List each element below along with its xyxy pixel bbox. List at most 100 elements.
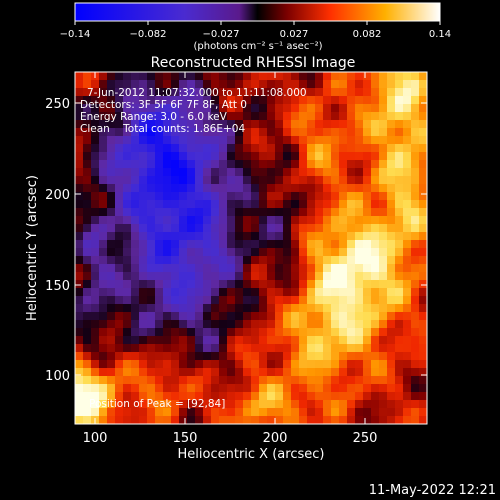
heatmap-cell [131, 144, 140, 153]
heatmap-cell [331, 208, 340, 217]
heatmap-cell [187, 184, 196, 193]
heatmap-cell [403, 136, 412, 145]
heatmap-cell [243, 336, 252, 345]
heatmap-cell [323, 168, 332, 177]
heatmap-cell [411, 128, 420, 137]
heatmap-cell [267, 240, 276, 249]
heatmap-cell [355, 304, 364, 313]
heatmap-cell [371, 352, 380, 361]
heatmap-cell [379, 336, 388, 345]
heatmap-cell [115, 352, 124, 361]
heatmap-cell [251, 416, 260, 424]
heatmap-cell [291, 72, 300, 81]
heatmap-cell [195, 216, 204, 225]
heatmap-cell [275, 408, 284, 417]
heatmap-cell [91, 200, 100, 209]
heatmap-cell [195, 264, 204, 273]
heatmap-cell [403, 96, 412, 105]
heatmap-cell [339, 216, 348, 225]
heatmap-cell [243, 176, 252, 185]
heatmap-cell [187, 304, 196, 313]
heatmap-cell [163, 408, 172, 417]
heatmap-cell [395, 216, 404, 225]
heatmap-cell [163, 328, 172, 337]
heatmap-cell [147, 264, 156, 273]
heatmap-cell [283, 216, 292, 225]
heatmap-cell [179, 360, 188, 369]
heatmap-cell [195, 368, 204, 377]
heatmap-cell [171, 128, 180, 137]
heatmap-cell [211, 264, 220, 273]
heatmap-cell [283, 360, 292, 369]
heatmap-cell [139, 400, 148, 409]
heatmap-cell [99, 264, 108, 273]
heatmap-cell [291, 248, 300, 257]
heatmap-cell [235, 360, 244, 369]
heatmap-cell [139, 312, 148, 321]
heatmap-cell [339, 112, 348, 121]
heatmap-cell [147, 416, 156, 424]
heatmap-cell [171, 240, 180, 249]
heatmap-cell [139, 240, 148, 249]
heatmap-cell [203, 232, 212, 241]
heatmap-cell [307, 392, 316, 401]
heatmap-cell [211, 216, 220, 225]
heatmap-cell [395, 280, 404, 289]
heatmap-cell [339, 408, 348, 417]
heatmap-cell [99, 144, 108, 153]
heatmap-cell [283, 272, 292, 281]
heatmap-cell [275, 304, 284, 313]
heatmap-cell [179, 152, 188, 161]
heatmap-cell [115, 184, 124, 193]
heatmap-cell [331, 112, 340, 121]
heatmap-cell [419, 344, 427, 353]
heatmap-cell [187, 152, 196, 161]
heatmap-cell [211, 72, 220, 81]
heatmap-cell [211, 368, 220, 377]
heatmap-cell [395, 192, 404, 201]
heatmap-cell [275, 184, 284, 193]
heatmap-cell [219, 128, 228, 137]
heatmap-cell [139, 176, 148, 185]
heatmap-cell [211, 400, 220, 409]
colorbar-tick-label: −0.027 [202, 29, 239, 40]
heatmap-cell [299, 288, 308, 297]
heatmap-cell [379, 320, 388, 329]
colorbar-tick-label: −0.14 [60, 29, 91, 40]
heatmap-cell [387, 344, 396, 353]
heatmap-cell [259, 120, 268, 129]
heatmap-cell [403, 384, 412, 393]
heatmap-cell [131, 304, 140, 313]
heatmap-cell [179, 416, 188, 424]
heatmap-cell [147, 328, 156, 337]
heatmap-cell [179, 256, 188, 265]
heatmap-cell [195, 152, 204, 161]
heatmap-cell [91, 240, 100, 249]
heatmap-cell [419, 288, 427, 297]
heatmap-cell [243, 288, 252, 297]
heatmap-cell [259, 168, 268, 177]
heatmap-cell [371, 88, 380, 97]
heatmap-cell [379, 200, 388, 209]
heatmap-cell [91, 384, 100, 393]
heatmap-cell [251, 112, 260, 121]
heatmap-cell [107, 136, 116, 145]
heatmap-cell [347, 288, 356, 297]
heatmap-cell [291, 232, 300, 241]
heatmap-cell [107, 216, 116, 225]
heatmap-cell [163, 272, 172, 281]
heatmap-cell [331, 176, 340, 185]
heatmap-cell [91, 128, 100, 137]
heatmap-cell [115, 216, 124, 225]
heatmap-cell [355, 224, 364, 233]
heatmap-cell [363, 280, 372, 289]
heatmap-cell [403, 128, 412, 137]
heatmap-cell [179, 272, 188, 281]
heatmap-cell [363, 72, 372, 81]
heatmap-cell [355, 104, 364, 113]
heatmap-cell [179, 144, 188, 153]
heatmap-cell [139, 200, 148, 209]
heatmap-cell [219, 216, 228, 225]
heatmap-cell [219, 400, 228, 409]
heatmap-cell [291, 360, 300, 369]
